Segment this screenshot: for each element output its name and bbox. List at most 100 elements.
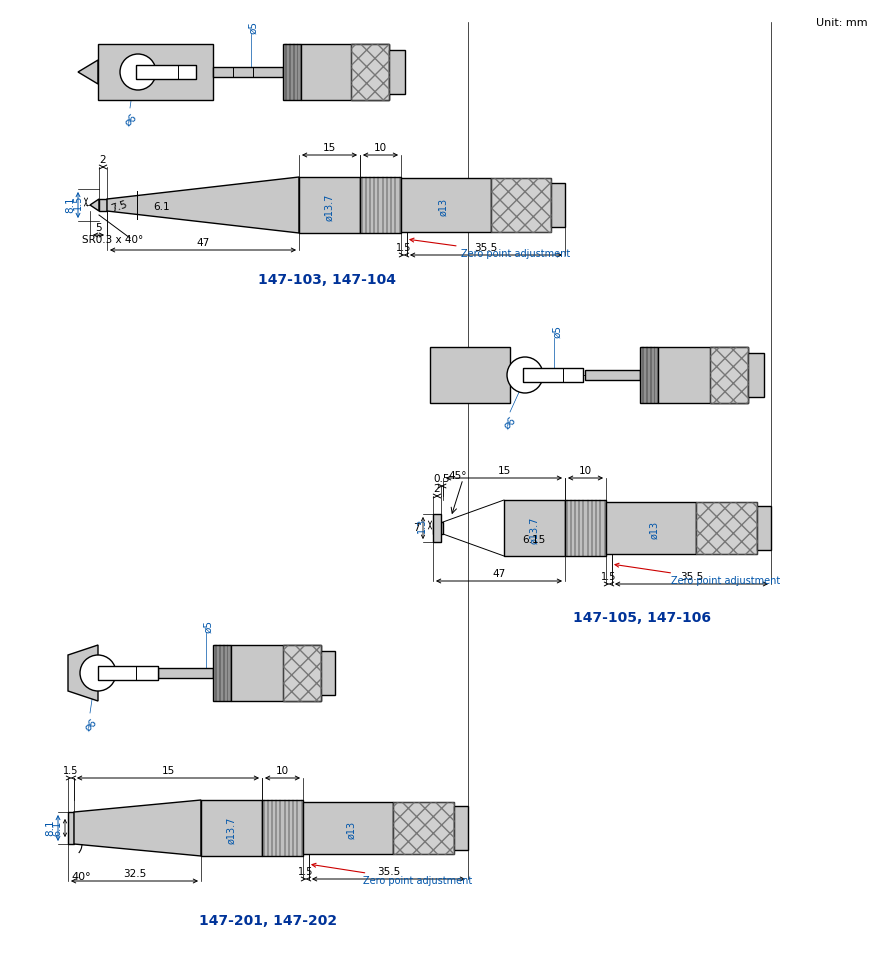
Text: 1.5: 1.5 (601, 572, 616, 582)
Text: 1.5: 1.5 (73, 194, 83, 210)
Text: 2: 2 (433, 484, 440, 494)
Text: 2: 2 (99, 155, 107, 165)
Bar (283, 645, 321, 701)
Bar (262, 800, 303, 856)
Text: 147-103, 147-104: 147-103, 147-104 (258, 273, 396, 287)
Text: 15: 15 (497, 466, 511, 476)
Polygon shape (74, 800, 201, 856)
Text: 10: 10 (374, 143, 387, 153)
Bar (283, 44, 301, 100)
Text: ø5: ø5 (552, 325, 562, 338)
Text: SR0.3 x 40°: SR0.3 x 40° (82, 235, 143, 245)
Text: 35.5: 35.5 (377, 867, 400, 877)
Bar (321, 651, 335, 695)
Text: Zero point adjustment: Zero point adjustment (615, 563, 781, 586)
Polygon shape (78, 60, 98, 84)
Circle shape (80, 655, 116, 691)
Bar (757, 506, 771, 550)
Text: 6.1: 6.1 (52, 820, 62, 835)
Text: 35.5: 35.5 (680, 572, 703, 582)
Bar (99, 199, 107, 211)
Bar (98, 666, 158, 680)
Bar (523, 368, 583, 382)
Bar (360, 177, 401, 233)
Circle shape (507, 357, 543, 393)
Bar (351, 44, 389, 100)
Text: 40°: 40° (71, 872, 91, 882)
Text: 1.5: 1.5 (298, 867, 313, 877)
Bar (504, 500, 565, 556)
Bar (454, 806, 468, 850)
Bar (606, 502, 696, 554)
Text: 147-201, 147-202: 147-201, 147-202 (199, 914, 337, 928)
Text: Unit: mm: Unit: mm (816, 18, 868, 28)
Bar (389, 50, 405, 94)
Text: ø6: ø6 (502, 415, 519, 431)
Bar (710, 347, 748, 403)
Text: ø5: ø5 (203, 620, 213, 633)
Text: 6.15: 6.15 (522, 535, 545, 545)
Text: ø5: ø5 (248, 21, 258, 34)
Bar (231, 645, 321, 701)
Text: 45°: 45° (448, 471, 467, 481)
Text: 10: 10 (579, 466, 592, 476)
Bar (433, 514, 441, 542)
Bar (98, 44, 213, 100)
Bar (658, 347, 748, 403)
Text: 32.5: 32.5 (123, 869, 147, 879)
Text: 1.5: 1.5 (396, 243, 412, 253)
Text: 15: 15 (323, 143, 337, 153)
Bar (565, 500, 606, 556)
Text: 47: 47 (492, 569, 505, 579)
Text: Zero point adjustment: Zero point adjustment (410, 239, 570, 259)
Text: 1.3: 1.3 (417, 517, 427, 533)
Text: 8.1: 8.1 (45, 820, 55, 836)
Bar (136, 65, 196, 79)
Text: ø6: ø6 (83, 717, 99, 733)
Bar (299, 177, 360, 233)
Text: ø13: ø13 (438, 198, 448, 217)
Text: 35.5: 35.5 (474, 243, 497, 253)
Bar (710, 347, 748, 403)
Text: 5: 5 (95, 223, 102, 233)
Bar (201, 800, 262, 856)
Text: 1.5: 1.5 (63, 766, 79, 776)
Text: 47: 47 (196, 238, 210, 248)
Text: ø6: ø6 (123, 112, 139, 128)
Bar (748, 353, 764, 397)
Text: ø13.7: ø13.7 (324, 194, 334, 220)
Bar (213, 67, 283, 77)
Bar (301, 44, 389, 100)
Bar (351, 44, 389, 100)
Polygon shape (68, 645, 98, 701)
Bar (401, 178, 491, 232)
Text: ø13.7: ø13.7 (226, 816, 236, 844)
Bar (491, 178, 551, 232)
Bar (696, 502, 757, 554)
Bar (585, 370, 640, 380)
Bar (68, 812, 74, 844)
Text: ø13.7: ø13.7 (529, 516, 539, 544)
Text: 7: 7 (414, 523, 420, 533)
Bar (696, 502, 757, 554)
Bar (430, 347, 510, 403)
Bar (640, 347, 658, 403)
Text: ø13: ø13 (346, 821, 356, 839)
Text: 0.5: 0.5 (433, 474, 450, 484)
Text: Zero point adjustment: Zero point adjustment (312, 863, 472, 886)
Bar (551, 183, 565, 227)
Text: 10: 10 (276, 766, 289, 776)
Text: 8.1: 8.1 (65, 196, 75, 214)
Text: 7.5: 7.5 (109, 199, 129, 215)
Bar (491, 178, 551, 232)
Bar (393, 802, 454, 854)
Text: 147-105, 147-106: 147-105, 147-106 (573, 611, 711, 625)
Bar (283, 645, 321, 701)
Bar (213, 645, 231, 701)
Text: 15: 15 (162, 766, 175, 776)
Polygon shape (107, 177, 299, 233)
Text: 6.1: 6.1 (154, 202, 170, 212)
Text: ø13: ø13 (649, 521, 659, 539)
Bar (433, 522, 443, 534)
Bar (393, 802, 454, 854)
